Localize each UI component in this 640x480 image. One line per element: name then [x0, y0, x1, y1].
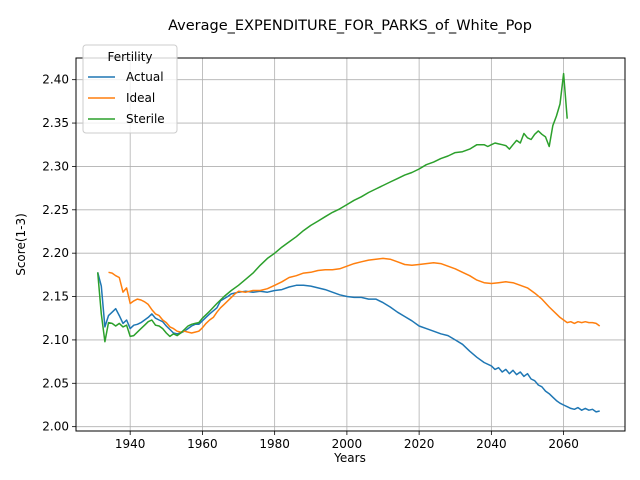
- x-axis-label: Years: [333, 451, 366, 465]
- y-tick-label: 2.10: [42, 333, 69, 347]
- axis-ticks: 1940 1960 1980 2000 2020 2040 2060 2.00 2.05 2.10…: [42, 73, 579, 451]
- chart-title: Average_EXPENDITURE_FOR_PARKS_of_White_P…: [168, 18, 532, 34]
- y-tick-label: 2.15: [42, 290, 69, 304]
- legend-label-ideal: Ideal: [126, 91, 155, 105]
- y-tick-label: 2.00: [42, 420, 69, 434]
- legend-title: Fertility: [107, 50, 152, 64]
- legend-label-actual: Actual: [126, 70, 164, 84]
- series-line-actual: [96, 272, 600, 413]
- series-lines: [96, 72, 601, 413]
- plot-frame: [75, 57, 626, 432]
- legend: Fertility Actual Ideal Sterile: [82, 44, 178, 134]
- y-axis-label: Score(1-3): [14, 213, 28, 276]
- y-tick-label: 2.25: [42, 203, 69, 217]
- y-tick-label: 2.40: [42, 73, 69, 87]
- series-line-sterile: [96, 72, 568, 343]
- x-tick-label: 1980: [259, 437, 290, 451]
- x-tick-label: 2020: [404, 437, 435, 451]
- legend-box: [82, 44, 178, 134]
- y-tick-label: 2.30: [42, 159, 69, 173]
- x-tick-label: 2000: [332, 437, 363, 451]
- legend-label-sterile: Sterile: [126, 112, 165, 126]
- y-tick-label: 2.05: [42, 376, 69, 390]
- x-tick-label: 2060: [548, 437, 579, 451]
- x-tick-label: 1960: [187, 437, 218, 451]
- y-tick-label: 2.20: [42, 246, 69, 260]
- series-line-ideal: [108, 257, 601, 334]
- x-tick-label: 2040: [476, 437, 507, 451]
- y-tick-label: 2.35: [42, 116, 69, 130]
- x-tick-label: 1940: [115, 437, 146, 451]
